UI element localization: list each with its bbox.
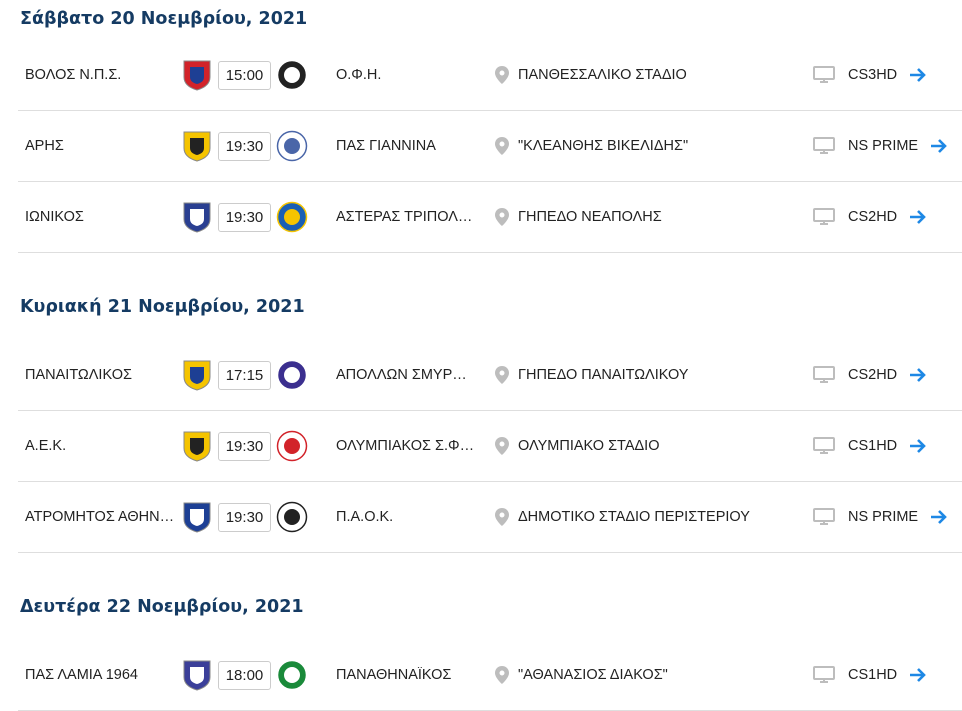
- away-team[interactable]: ΠΑΣ ΓΙΑΝΝΙΝΑ: [336, 138, 436, 154]
- kickoff-time: 15:00: [218, 60, 271, 90]
- tv-channel: NS PRIME: [848, 509, 919, 525]
- aris-crest-icon: [183, 131, 211, 162]
- home-team[interactable]: Α.Ε.Κ.: [25, 438, 67, 454]
- location-pin-icon: [495, 508, 509, 526]
- home-team[interactable]: ΙΩΝΙΚΟΣ: [25, 209, 84, 225]
- match-row[interactable]: ΒΟΛΟΣ Ν.Π.Σ. 15:00 Ο.Φ.Η. ΠΑΝΘΕΣΣΑΛΙΚΟ Σ…: [18, 40, 962, 111]
- volos-crest-icon: [183, 60, 211, 91]
- kickoff-time: 19:30: [218, 131, 271, 161]
- arrow-right-icon[interactable]: [909, 67, 927, 83]
- home-team[interactable]: ΑΡΗΣ: [25, 138, 64, 154]
- arrow-right-icon[interactable]: [909, 438, 927, 454]
- tv-channel: CS1HD: [848, 667, 898, 683]
- arrow-right-icon[interactable]: [909, 209, 927, 225]
- match-row[interactable]: ΠΑΝΑΙΤΩΛΙΚΟΣ 17:15 ΑΠΟΛΛΩΝ ΣΜΥΡΝΗΣ ΓΗΠΕΔ…: [18, 340, 962, 411]
- tv-channel: CS2HD: [848, 367, 898, 383]
- home-team[interactable]: ΑΤΡΟΜΗΤΟΣ ΑΘΗΝΩΝ: [25, 509, 175, 525]
- match-row[interactable]: Α.Ε.Κ. 19:30 ΟΛΥΜΠΙΑΚΟΣ Σ.Φ.Π. ΟΛΥΜΠΙΑΚΟ…: [18, 411, 962, 482]
- tv-icon: [813, 508, 835, 525]
- arrow-right-icon[interactable]: [909, 367, 927, 383]
- location-pin-icon: [495, 66, 509, 84]
- day-section: Δευτέρα 22 Νοεμβρίου, 2021 ΠΑΣ ΛΑΜΙΑ 196…: [0, 588, 962, 711]
- away-team[interactable]: Ο.Φ.Η.: [336, 67, 382, 83]
- home-team[interactable]: ΠΑΝΑΙΤΩΛΙΚΟΣ: [25, 367, 132, 383]
- away-team[interactable]: ΠΑΝΑΘΗΝΑΪΚΟΣ: [336, 667, 452, 683]
- olympiacos-crest-icon: [276, 430, 308, 462]
- kickoff-time: 18:00: [218, 660, 271, 690]
- location-pin-icon: [495, 666, 509, 684]
- tv-channel: CS2HD: [848, 209, 898, 225]
- away-team[interactable]: Π.Α.Ο.Κ.: [336, 509, 394, 525]
- panathinaikos-crest-icon: [276, 659, 308, 691]
- match-row[interactable]: ΑΡΗΣ 19:30 ΠΑΣ ΓΙΑΝΝΙΝΑ "ΚΛΕΑΝΘΗΣ ΒΙΚΕΛΙ…: [18, 111, 962, 182]
- aek-crest-icon: [183, 431, 211, 462]
- kickoff-time: 19:30: [218, 431, 271, 461]
- arrow-right-icon[interactable]: [909, 667, 927, 683]
- match-row[interactable]: ΠΑΣ ΛΑΜΙΑ 1964 18:00 ΠΑΝΑΘΗΝΑΪΚΟΣ "ΑΘΑΝΑ…: [18, 640, 962, 711]
- kickoff-time: 19:30: [218, 502, 271, 532]
- arrow-right-icon[interactable]: [930, 509, 948, 525]
- ionikos-crest-icon: [183, 202, 211, 233]
- tv-icon: [813, 666, 835, 683]
- away-team[interactable]: ΑΣΤΕΡΑΣ ΤΡΙΠΟΛΗΣ: [336, 209, 476, 225]
- stadium-name: ΟΛΥΜΠΙΑΚΟ ΣΤΑΔΙΟ: [518, 438, 660, 454]
- kickoff-time: 17:15: [218, 360, 271, 390]
- tv-channel: CS3HD: [848, 67, 898, 83]
- away-team[interactable]: ΑΠΟΛΛΩΝ ΣΜΥΡΝΗΣ: [336, 367, 476, 383]
- location-pin-icon: [495, 137, 509, 155]
- location-pin-icon: [495, 366, 509, 384]
- day-title: Σάββατο 20 Νοεμβρίου, 2021: [20, 9, 308, 29]
- tv-icon: [813, 208, 835, 225]
- location-pin-icon: [495, 437, 509, 455]
- apollon-crest-icon: [276, 359, 308, 391]
- away-team[interactable]: ΟΛΥΜΠΙΑΚΟΣ Σ.Φ.Π.: [336, 438, 476, 454]
- stadium-name: "ΑΘΑΝΑΣΙΟΣ ΔΙΑΚΟΣ": [518, 667, 668, 683]
- paok-crest-icon: [276, 501, 308, 533]
- location-pin-icon: [495, 208, 509, 226]
- day-title: Δευτέρα 22 Νοεμβρίου, 2021: [20, 597, 304, 617]
- panaitolikos-crest-icon: [183, 360, 211, 391]
- home-team[interactable]: ΒΟΛΟΣ Ν.Π.Σ.: [25, 67, 122, 83]
- lamia-crest-icon: [183, 660, 211, 691]
- asteras-crest-icon: [276, 201, 308, 233]
- tv-icon: [813, 437, 835, 454]
- day-section: Σάββατο 20 Νοεμβρίου, 2021 ΒΟΛΟΣ Ν.Π.Σ. …: [0, 0, 962, 253]
- day-section: Κυριακή 21 Νοεμβρίου, 2021 ΠΑΝΑΙΤΩΛΙΚΟΣ …: [0, 288, 962, 553]
- tv-icon: [813, 137, 835, 154]
- day-title: Κυριακή 21 Νοεμβρίου, 2021: [20, 297, 305, 317]
- home-team[interactable]: ΠΑΣ ΛΑΜΙΑ 1964: [25, 667, 138, 683]
- tv-channel: NS PRIME: [848, 138, 919, 154]
- tv-channel: CS1HD: [848, 438, 898, 454]
- match-row[interactable]: ΙΩΝΙΚΟΣ 19:30 ΑΣΤΕΡΑΣ ΤΡΙΠΟΛΗΣ ΓΗΠΕΔΟ ΝΕ…: [18, 182, 962, 253]
- pas-giannina-crest-icon: [276, 130, 308, 162]
- ofi-crest-icon: [276, 59, 308, 91]
- stadium-name: ΓΗΠΕΔΟ ΝΕΑΠΟΛΗΣ: [518, 209, 662, 225]
- stadium-name: ΓΗΠΕΔΟ ΠΑΝΑΙΤΩΛΙΚΟΥ: [518, 367, 689, 383]
- stadium-name: "ΚΛΕΑΝΘΗΣ ΒΙΚΕΛΙΔΗΣ": [518, 138, 689, 154]
- match-row[interactable]: ΑΤΡΟΜΗΤΟΣ ΑΘΗΝΩΝ 19:30 Π.Α.Ο.Κ. ΔΗΜΟΤΙΚΟ…: [18, 482, 962, 553]
- kickoff-time: 19:30: [218, 202, 271, 232]
- atromitos-crest-icon: [183, 502, 211, 533]
- tv-icon: [813, 366, 835, 383]
- arrow-right-icon[interactable]: [930, 138, 948, 154]
- tv-icon: [813, 66, 835, 83]
- stadium-name: ΠΑΝΘΕΣΣΑΛΙΚΟ ΣΤΑΔΙΟ: [518, 67, 687, 83]
- stadium-name: ΔΗΜΟΤΙΚΟ ΣΤΑΔΙΟ ΠΕΡΙΣΤΕΡΙΟΥ: [518, 509, 750, 525]
